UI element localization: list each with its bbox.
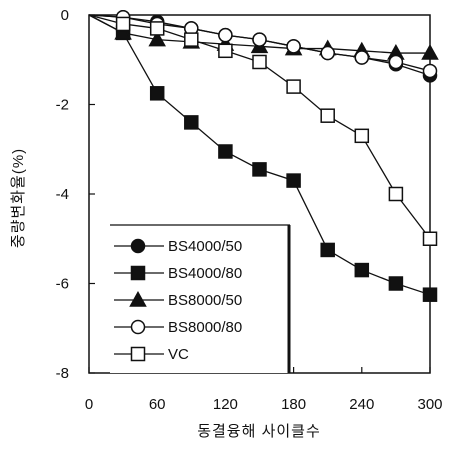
x-tick-label: 240 — [349, 396, 374, 413]
y-tick-label: -8 — [56, 365, 69, 382]
data-point-square — [252, 162, 267, 177]
data-point-square — [286, 79, 301, 94]
y-tick-label: -4 — [56, 186, 69, 203]
data-point-square — [354, 128, 370, 144]
legend-label: BS4000/80 — [168, 265, 242, 282]
y-tick-label: -2 — [56, 97, 69, 114]
data-point-circle — [130, 319, 146, 335]
data-point-circle — [252, 32, 267, 47]
data-point-square — [422, 287, 438, 302]
x-axis-title: 동결융해 사이클수 — [197, 423, 321, 440]
data-point-square — [184, 115, 199, 130]
data-point-circle — [130, 238, 146, 254]
legend-label: VC — [168, 346, 189, 363]
x-tick-label: 60 — [149, 396, 166, 413]
data-point-square — [388, 186, 404, 202]
x-tick-label: 300 — [417, 396, 442, 413]
series-lines — [88, 9, 439, 302]
data-point-triangle — [148, 30, 166, 47]
data-point-circle — [388, 54, 404, 70]
series-group — [88, 9, 438, 79]
series-group — [88, 14, 438, 246]
data-point-square — [388, 276, 404, 291]
data-point-square — [184, 32, 199, 47]
data-point-circle — [320, 45, 335, 61]
legend: BS4000/50 BS4000/80 BS8000/50 BS8000/80 VC — [110, 224, 291, 373]
data-point-square — [354, 262, 370, 278]
data-point-circle — [354, 50, 370, 65]
data-point-triangle — [129, 290, 147, 307]
data-point-square — [149, 21, 165, 36]
data-point-circle — [218, 27, 233, 43]
data-point-square — [422, 231, 438, 246]
data-point-square — [320, 108, 335, 123]
data-point-circle — [286, 39, 301, 54]
data-point-triangle — [421, 43, 439, 60]
legend-label: BS4000/50 — [168, 238, 242, 255]
data-point-square — [115, 16, 131, 32]
x-tick-label: 120 — [213, 396, 238, 413]
data-point-circle — [422, 63, 438, 79]
data-point-square — [218, 43, 233, 59]
data-point-square — [130, 265, 146, 281]
data-point-square — [218, 144, 233, 159]
data-point-triangle — [114, 23, 132, 40]
y-tick-label: 0 — [61, 7, 69, 24]
x-tick-label: 0 — [85, 396, 93, 413]
data-point-square — [320, 242, 335, 258]
data-point-square — [149, 86, 165, 101]
y-tick-label: -6 — [56, 276, 69, 293]
legend-label: BS8000/50 — [168, 292, 242, 309]
data-point-square — [130, 346, 146, 362]
y-axis-title: 중량변화율(%) — [10, 148, 27, 248]
data-point-square — [286, 173, 301, 188]
x-tick-label: 180 — [281, 396, 306, 413]
legend-label: BS8000/80 — [168, 319, 242, 336]
data-point-square — [252, 54, 267, 70]
